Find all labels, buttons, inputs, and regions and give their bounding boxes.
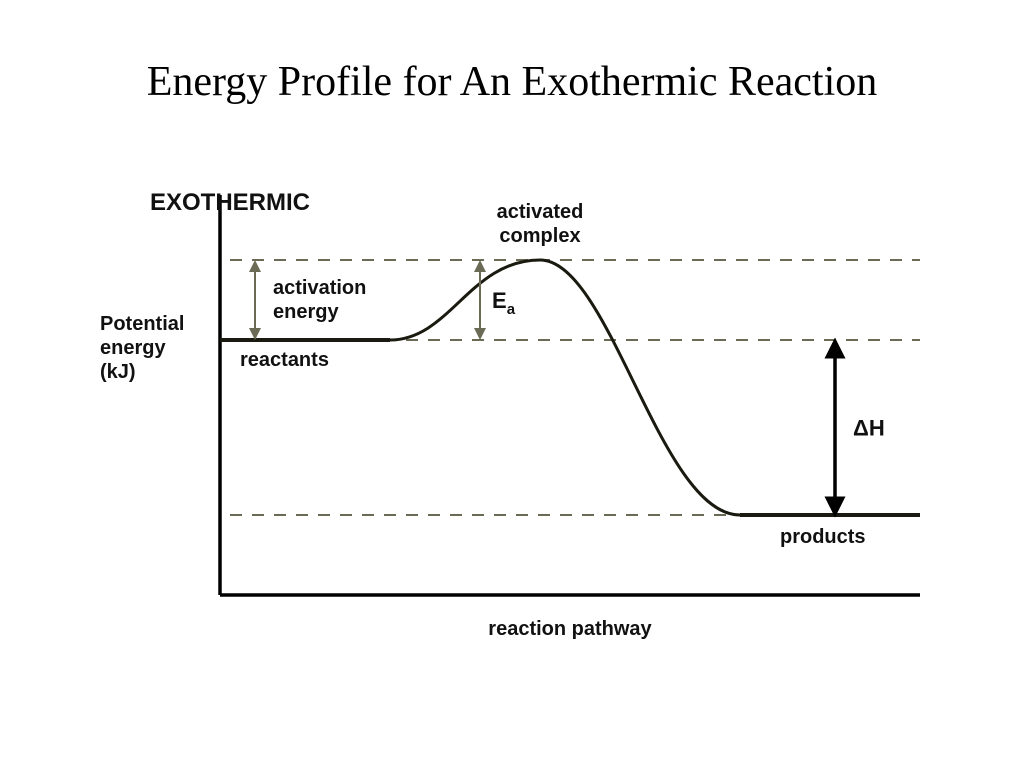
activated-complex-label: activated xyxy=(497,201,584,223)
ea-label: Ea xyxy=(492,288,516,318)
y-axis-label: energy xyxy=(100,337,166,359)
products-label: products xyxy=(780,526,866,548)
x-axis-label: reaction pathway xyxy=(488,618,652,640)
diagram-heading: EXOTHERMIC xyxy=(150,189,310,216)
reactants-label: reactants xyxy=(240,349,329,371)
activated-complex-label: complex xyxy=(499,225,580,247)
delta-h-label: ΔH xyxy=(853,416,885,441)
y-axis-label: Potential xyxy=(100,313,184,335)
energy-profile-diagram: EXOTHERMICPotentialenergy(kJ)reaction pa… xyxy=(90,165,940,665)
slide-title: Energy Profile for An Exothermic Reactio… xyxy=(0,58,1024,106)
activation-energy-label: energy xyxy=(273,301,339,323)
y-axis-label: (kJ) xyxy=(100,361,136,383)
activation-energy-label: activation xyxy=(273,277,366,299)
